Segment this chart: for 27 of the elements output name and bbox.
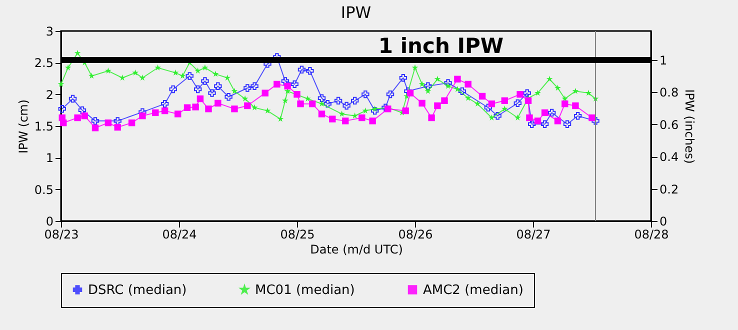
x-tick-label: 08/25 <box>280 228 315 242</box>
y-tick-label: 1.5 <box>34 120 54 134</box>
y-axis-title: IPW (cm) <box>16 99 30 154</box>
x-tick-label: 08/23 <box>44 228 79 242</box>
y2-tick-label: 0.6 <box>660 118 679 132</box>
y2-tick-label: 0.4 <box>660 150 679 164</box>
y2-axis-title: IPW (inches) <box>682 89 697 164</box>
y-tick-label: 2 <box>46 88 54 102</box>
y-tick-label: 3 <box>46 24 54 38</box>
y2-tick-label: 0.8 <box>660 86 679 100</box>
chart-title: IPW <box>340 3 372 22</box>
x-tick-label: 08/26 <box>398 228 433 242</box>
y2-tick-label: 0 <box>660 214 668 228</box>
legend-label: DSRC (median) <box>88 282 187 298</box>
y2-tick-label: 1 <box>660 53 668 68</box>
x-tick-label: 08/24 <box>162 228 197 242</box>
ref-line-label: 1 inch IPW <box>378 34 504 58</box>
y-tick-label: 1 <box>46 151 54 166</box>
legend-label: AMC2 (median) <box>423 282 524 298</box>
y-tick-label: 0.5 <box>34 182 54 197</box>
x-axis-title: Date (m/d UTC) <box>310 242 403 256</box>
y-tick-label: 0 <box>46 214 54 228</box>
legend-label: MC01 (median) <box>255 282 355 298</box>
y-tick-label: 2.5 <box>34 56 54 70</box>
y2-tick-label: 0.2 <box>660 182 679 196</box>
x-tick-label: 08/28 <box>634 228 669 242</box>
x-tick-label: 08/27 <box>516 228 551 242</box>
